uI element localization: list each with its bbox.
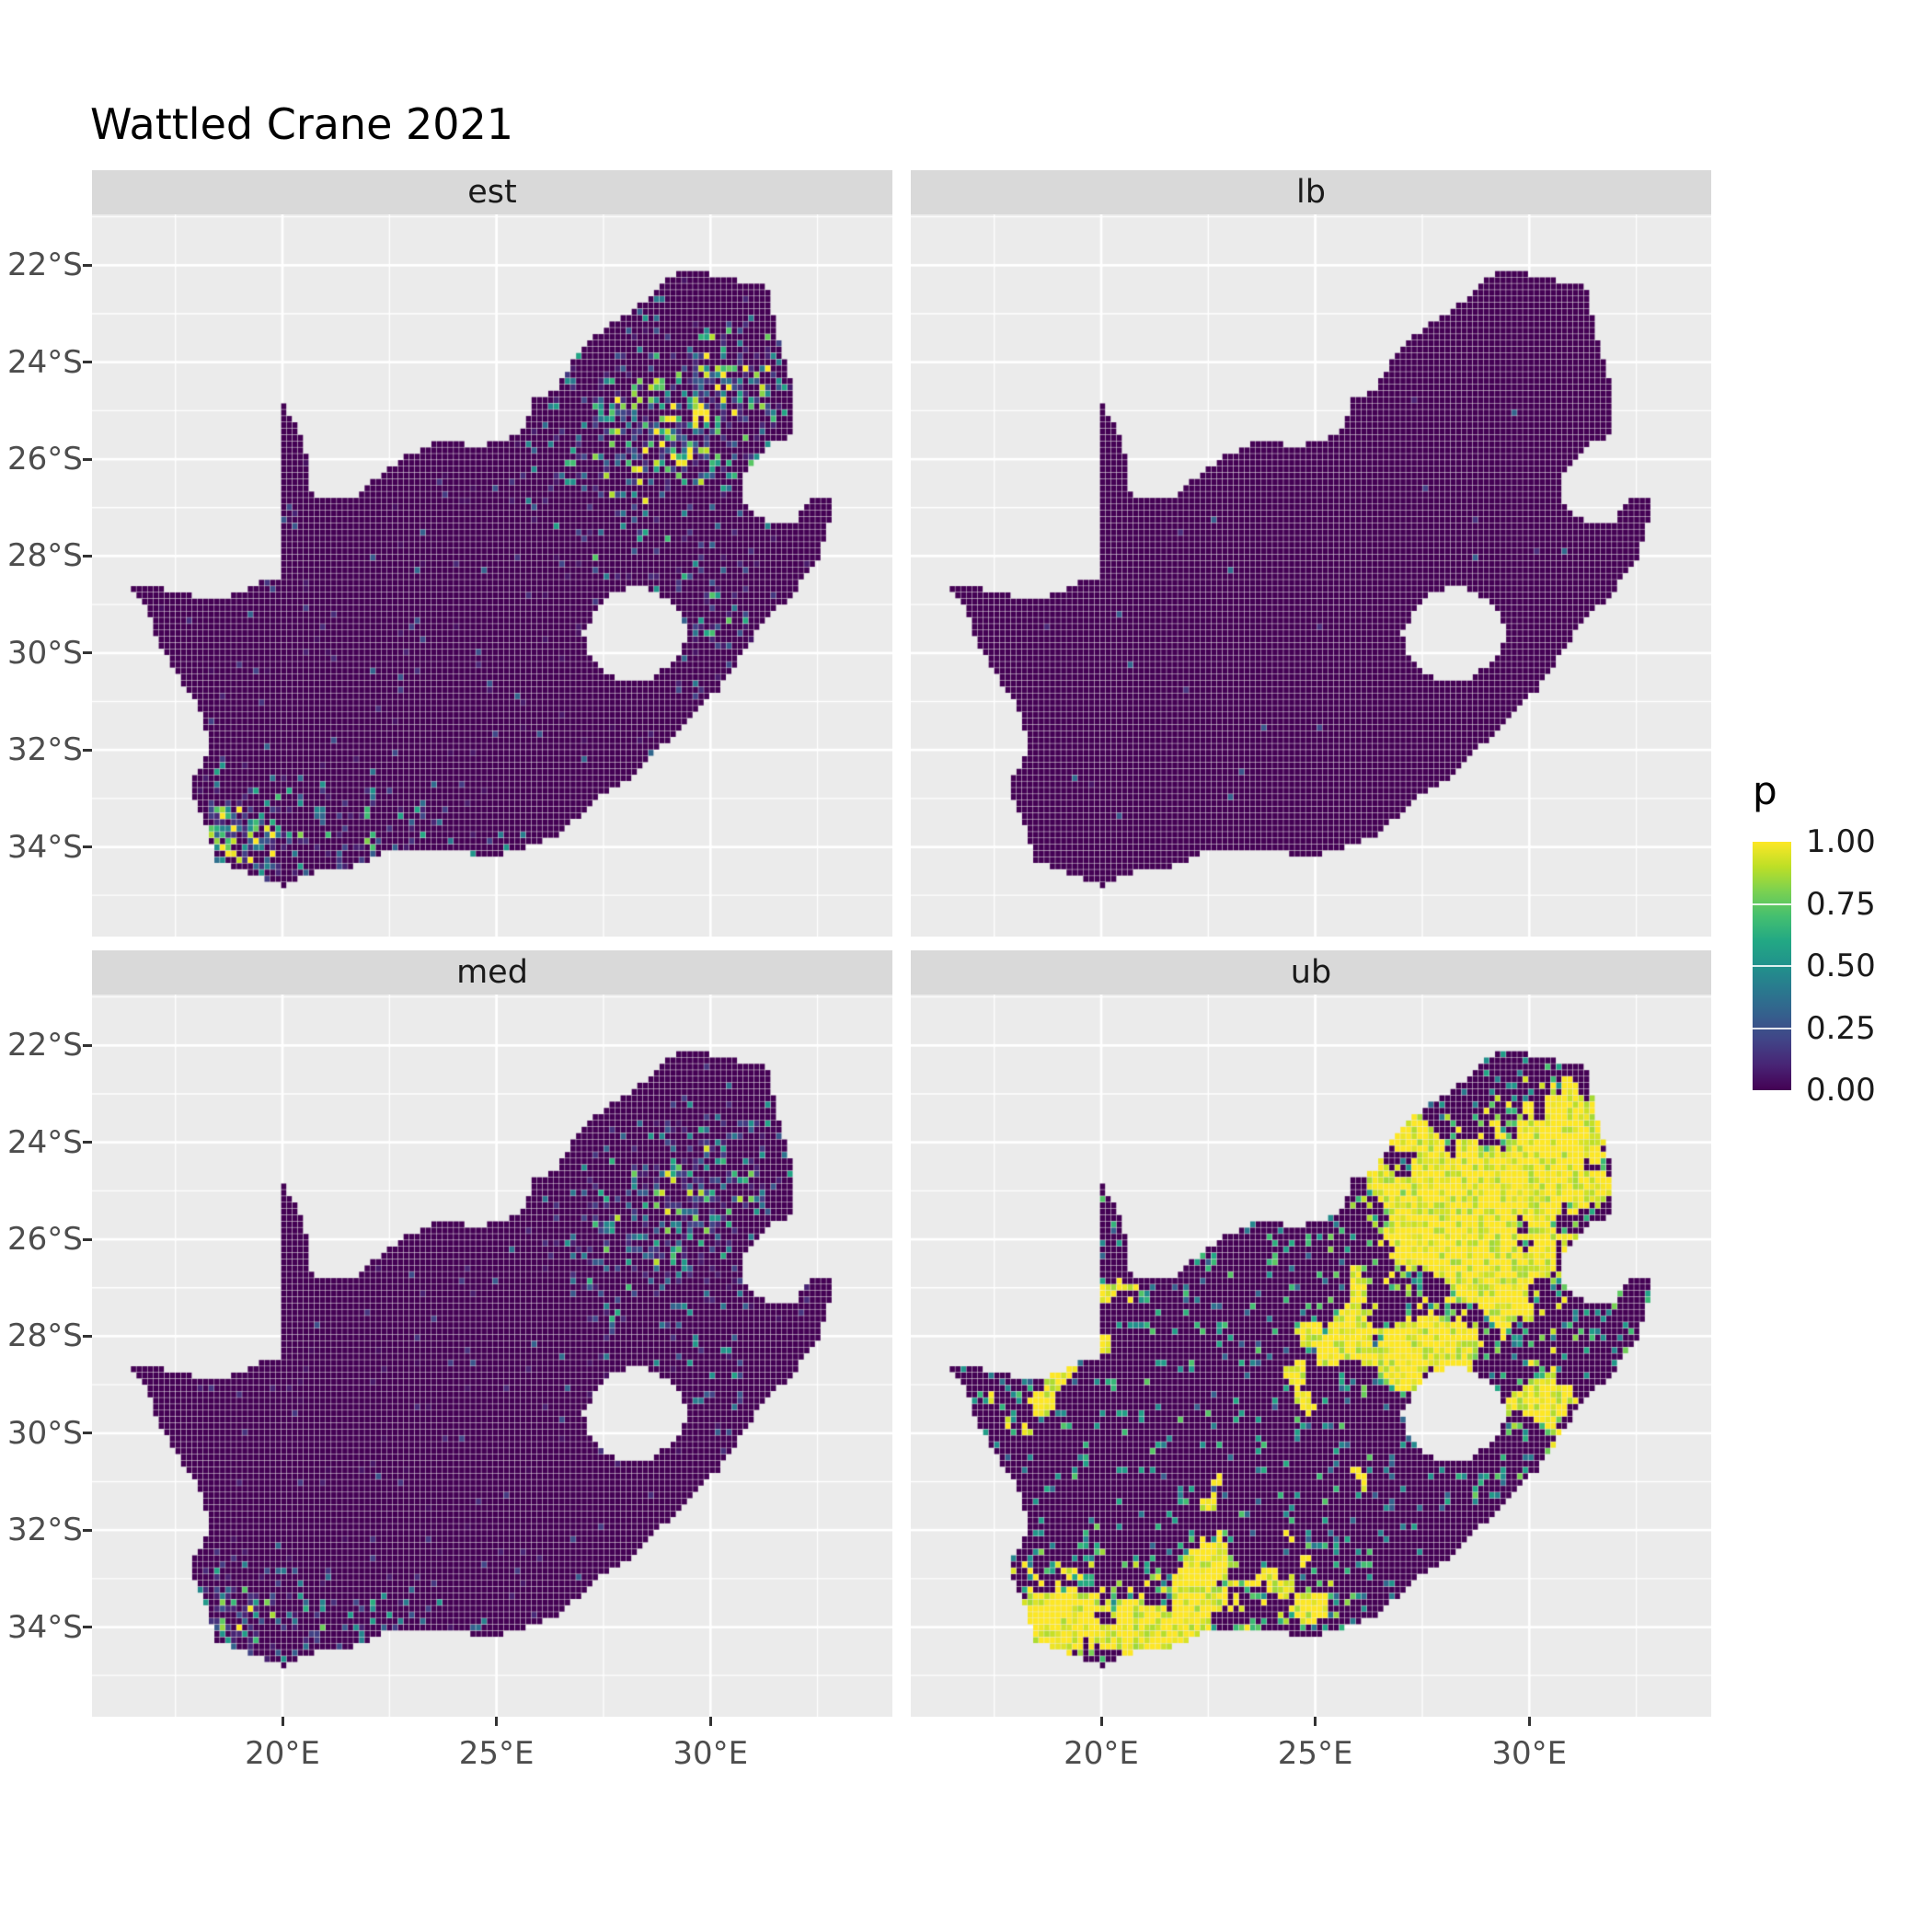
y-tick-label: 30°S	[7, 1414, 83, 1452]
legend-tick-label: 0.25	[1806, 1009, 1876, 1047]
facet-med: med	[92, 950, 892, 1717]
y-tick-mark	[83, 1334, 92, 1338]
y-tick-label: 34°S	[7, 828, 83, 866]
y-tick-label: 26°S	[7, 441, 83, 478]
y-tick-label: 22°S	[7, 247, 83, 284]
facet-ub-label: ub	[1290, 954, 1332, 991]
legend-tick-label: 0.75	[1806, 885, 1876, 923]
legend-tick-label: 0.50	[1806, 948, 1876, 984]
y-tick-mark	[83, 361, 92, 364]
facet-est-strip: est	[92, 170, 892, 214]
facet-ub: ub	[911, 950, 1711, 1717]
legend: p 1.00 0.75 0.50 0.25 0.00	[1753, 768, 1932, 1164]
x-tick-label: 20°E	[1064, 1735, 1139, 1772]
y-tick-label: 32°S	[7, 731, 83, 769]
facet-ub-strip: ub	[911, 950, 1711, 995]
page-title: Wattled Crane 2021	[90, 99, 514, 149]
y-tick-label: 28°S	[7, 537, 83, 575]
y-tick-mark	[83, 1626, 92, 1629]
facet-est: est	[92, 170, 892, 937]
x-tick-label: 25°E	[458, 1735, 535, 1772]
y-tick-mark	[83, 748, 92, 752]
legend-tick-mark	[1753, 965, 1791, 967]
y-tick-mark	[83, 1528, 92, 1532]
facet-lb-map	[911, 214, 1711, 937]
y-tick-mark	[83, 1237, 92, 1241]
facet-med-label: med	[456, 954, 528, 991]
x-tick-mark	[708, 1717, 712, 1726]
y-tick-label: 30°S	[7, 634, 83, 672]
x-tick-mark	[495, 1717, 499, 1726]
facet-est-label: est	[467, 174, 517, 211]
y-tick-mark	[83, 457, 92, 461]
facet-est-map	[92, 214, 892, 937]
legend-title: p	[1753, 768, 1777, 813]
y-tick-mark	[83, 845, 92, 849]
y-tick-mark	[83, 1432, 92, 1435]
facet-lb-strip: lb	[911, 170, 1711, 214]
legend-tick-label: 0.00	[1806, 1072, 1876, 1109]
x-tick-label: 25°E	[1277, 1735, 1353, 1772]
legend-tick-mark	[1753, 903, 1791, 905]
x-tick-mark	[1314, 1717, 1317, 1726]
y-tick-label: 34°S	[7, 1608, 83, 1646]
y-tick-mark	[83, 1141, 92, 1144]
y-tick-label: 24°S	[7, 1123, 83, 1161]
y-tick-label: 32°S	[7, 1512, 83, 1549]
facet-med-strip: med	[92, 950, 892, 995]
facet-ub-map	[911, 995, 1711, 1717]
x-tick-mark	[281, 1717, 284, 1726]
facet-lb: lb	[911, 170, 1711, 937]
x-tick-mark	[1527, 1717, 1531, 1726]
y-tick-mark	[83, 1043, 92, 1047]
x-tick-mark	[1099, 1717, 1103, 1726]
x-tick-label: 20°E	[245, 1735, 320, 1772]
y-tick-mark	[83, 263, 92, 267]
y-tick-label: 26°S	[7, 1221, 83, 1259]
legend-tick-label: 1.00	[1806, 823, 1876, 860]
x-tick-label: 30°E	[1491, 1735, 1568, 1772]
facet-med-map	[92, 995, 892, 1717]
y-tick-label: 28°S	[7, 1317, 83, 1355]
y-tick-mark	[83, 651, 92, 655]
facet-lb-label: lb	[1296, 174, 1326, 211]
legend-tick-mark	[1753, 1027, 1791, 1029]
y-tick-label: 22°S	[7, 1027, 83, 1064]
x-tick-label: 30°E	[673, 1735, 749, 1772]
y-tick-label: 24°S	[7, 343, 83, 381]
y-tick-mark	[83, 554, 92, 558]
